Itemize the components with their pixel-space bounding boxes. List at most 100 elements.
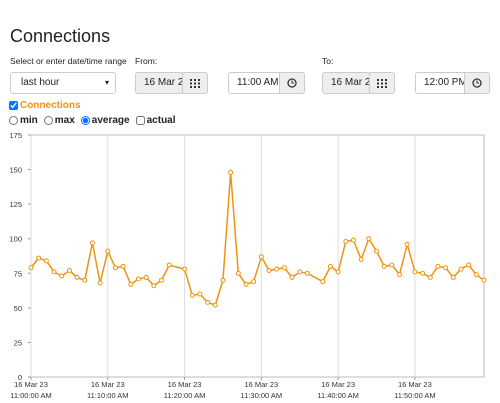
point bbox=[182, 266, 188, 272]
point bbox=[281, 265, 287, 271]
point bbox=[43, 258, 49, 264]
y-tick-label: 75 bbox=[14, 269, 22, 278]
point bbox=[366, 236, 372, 242]
x-tick-label: 16 Mar 23 bbox=[244, 380, 278, 389]
clock-button[interactable] bbox=[279, 72, 305, 94]
x-tick-label: 11:50:00 AM bbox=[394, 391, 436, 400]
point bbox=[159, 277, 165, 283]
x-tick-label: 16 Mar 23 bbox=[91, 380, 125, 389]
page-title: Connections bbox=[10, 26, 111, 46]
from-date[interactable]: 16 Mar 2 bbox=[135, 72, 183, 94]
radio[interactable] bbox=[9, 116, 18, 125]
x-tick-label: 11:40:00 AM bbox=[317, 391, 359, 400]
options: min max average actual bbox=[9, 115, 176, 126]
y-tick-label: 50 bbox=[14, 304, 22, 313]
point bbox=[97, 280, 103, 286]
point bbox=[404, 241, 410, 247]
to-time[interactable]: 12:00 PM bbox=[415, 72, 465, 94]
point bbox=[304, 270, 310, 276]
point bbox=[412, 269, 418, 275]
x-tick-label: 16 Mar 23 bbox=[398, 380, 432, 389]
y-tick-label: 175 bbox=[9, 131, 22, 140]
y-tick-label: 150 bbox=[9, 166, 22, 175]
point bbox=[228, 169, 234, 175]
point bbox=[420, 270, 426, 276]
point bbox=[212, 302, 218, 308]
point bbox=[289, 274, 295, 280]
radio[interactable] bbox=[43, 116, 53, 125]
x-tick-label: 16 Mar 23 bbox=[168, 380, 202, 389]
point bbox=[89, 240, 95, 246]
point bbox=[327, 263, 333, 269]
point bbox=[274, 266, 280, 272]
point bbox=[297, 269, 303, 275]
point bbox=[389, 262, 395, 268]
point bbox=[481, 277, 487, 283]
point bbox=[36, 255, 42, 261]
point bbox=[358, 256, 364, 262]
point bbox=[473, 272, 479, 278]
point bbox=[82, 277, 88, 283]
point bbox=[28, 265, 34, 271]
x-tick-label: 11:00:00 AM bbox=[10, 391, 52, 400]
point bbox=[320, 279, 326, 285]
option-label: max bbox=[54, 115, 75, 126]
calendar-button[interactable] bbox=[182, 72, 208, 94]
plot-area bbox=[30, 134, 485, 378]
range-label: Select or enter date/time range bbox=[10, 56, 127, 66]
range-select[interactable]: last hour ▾ bbox=[10, 72, 116, 94]
point bbox=[258, 254, 264, 260]
x-tick-label: 11:30:00 AM bbox=[241, 391, 283, 400]
point bbox=[112, 265, 118, 271]
range-value: last hour bbox=[21, 77, 60, 88]
point bbox=[343, 238, 349, 244]
option-label: actual bbox=[146, 115, 176, 126]
option: min bbox=[9, 115, 38, 126]
point bbox=[197, 291, 203, 297]
series-toggle: Connections bbox=[9, 100, 81, 111]
checkbox[interactable] bbox=[135, 116, 145, 125]
option-label: min bbox=[20, 115, 38, 126]
x-tick-label: 16 Mar 23 bbox=[321, 380, 355, 389]
point bbox=[105, 248, 111, 254]
point bbox=[143, 274, 149, 280]
point bbox=[120, 263, 126, 269]
point bbox=[443, 265, 449, 271]
point bbox=[151, 283, 157, 289]
point bbox=[128, 281, 134, 287]
point bbox=[59, 273, 65, 279]
point bbox=[220, 277, 226, 283]
radio[interactable] bbox=[80, 116, 90, 125]
point bbox=[450, 274, 456, 280]
line bbox=[30, 172, 485, 307]
point bbox=[251, 279, 257, 285]
point bbox=[427, 274, 433, 280]
from-label: From: bbox=[135, 56, 158, 66]
x-tick-label: 11:10:00 AM bbox=[87, 391, 129, 400]
x-tick-label: 11:20:00 AM bbox=[164, 391, 206, 400]
option-label: average bbox=[91, 115, 130, 126]
point bbox=[243, 281, 249, 287]
point bbox=[397, 272, 403, 278]
point bbox=[166, 262, 172, 268]
calendar-button[interactable] bbox=[369, 72, 395, 94]
point bbox=[458, 266, 464, 272]
point bbox=[266, 268, 272, 274]
point bbox=[189, 292, 195, 298]
point bbox=[135, 276, 141, 282]
option: average bbox=[80, 115, 130, 126]
to-label: To: bbox=[322, 56, 334, 66]
y-tick-label: 125 bbox=[9, 200, 22, 209]
point bbox=[335, 269, 341, 275]
legend-entry: Connections bbox=[20, 100, 81, 111]
y-tick-label: 100 bbox=[9, 235, 22, 244]
option: max bbox=[43, 115, 75, 126]
point bbox=[381, 263, 387, 269]
series-checkbox[interactable] bbox=[9, 101, 18, 110]
clock-button[interactable] bbox=[464, 72, 490, 94]
point bbox=[235, 270, 241, 276]
option: actual bbox=[135, 115, 176, 126]
point bbox=[205, 299, 211, 305]
